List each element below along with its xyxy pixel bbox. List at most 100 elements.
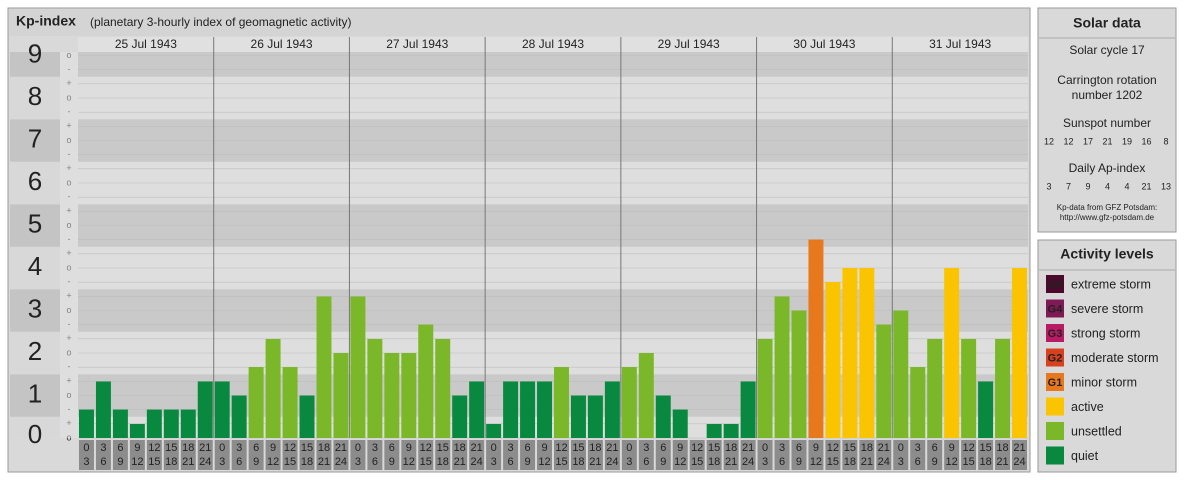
hour-label: 15 [165,442,177,454]
hour-label: 6 [100,456,106,468]
hour-cell [265,440,281,470]
kp-digit-cell [10,52,60,77]
hour-cell [621,440,637,470]
date-strip [78,37,1028,52]
date-label: 30 Jul 1943 [793,37,855,51]
hour-label: 9 [796,456,802,468]
hour-cell [350,440,366,470]
hour-label: 21 [725,456,737,468]
source: http://www.gfz-potsdam.de [1060,213,1155,222]
hour-cell [978,440,994,470]
bar [604,381,620,438]
bar [129,423,145,438]
legend-swatch [1046,275,1064,293]
hour-label: 12 [131,456,143,468]
bar [350,296,366,438]
hour-label: 15 [284,456,296,468]
sunspot-title: Sunspot number [1063,116,1151,130]
hour-cell [537,440,552,470]
hour-label: 9 [134,442,140,454]
legend-swatch [1046,397,1064,416]
legend-swatch [1046,299,1064,318]
hour-label: 24 [878,456,890,468]
hour-cell [214,440,230,470]
legend-code: G5 [1048,279,1063,291]
hour-cell [231,440,247,470]
hour-label: 3 [508,442,514,454]
bar [842,268,858,438]
bar [672,409,688,438]
bar [79,409,94,438]
bar [978,381,994,438]
y-tick-label: 5 [28,208,42,238]
hour-cell [282,440,298,470]
hour-label: 9 [389,456,395,468]
kp-digit-cell [10,416,60,438]
hour-label: 21 [1013,442,1025,454]
bar [299,395,315,438]
hour-label: 15 [827,456,839,468]
bar [587,395,603,438]
bar [537,381,552,438]
hour-label: 21 [454,456,466,468]
hour-label: 18 [572,456,584,468]
hour-cell [401,440,417,470]
hour-cell [808,440,824,470]
hour-cell [995,440,1011,470]
hour-label: 21 [199,442,211,454]
hour-label: 3 [762,456,768,468]
hour-label: 18 [708,456,720,468]
kp-digit-cell [10,246,60,290]
hour-label: 24 [742,456,754,468]
bar [384,353,400,438]
hour-label: 0 [626,442,632,454]
hour-label: 6 [524,442,530,454]
hour-cell [757,440,773,470]
hour-cell [112,440,128,470]
hour-cell [129,440,145,470]
hour-label: 9 [541,442,547,454]
panel-title: Solar data [1073,15,1141,31]
legend-label: extreme storm [1071,277,1151,291]
legend-code: G4 [1048,303,1064,315]
hour-label: 3 [643,442,649,454]
kp-digit-cell [10,331,60,375]
hour-label: 15 [437,442,449,454]
hour-label: 9 [949,442,955,454]
hour-cell [825,440,841,470]
hour-cell [740,440,756,470]
minor-column [60,52,78,438]
hour-label: 6 [643,456,649,468]
legend-code: G2 [1048,352,1063,364]
kp-digit-cell [10,374,60,417]
ap-title: Daily Ap-index [1069,161,1146,175]
hour-label: 0 [219,442,225,454]
hour-cell [791,440,807,470]
y-tick-label: 1 [28,378,42,408]
legend-label: strong storm [1071,326,1140,340]
hour-label: 9 [524,456,530,468]
source: Kp-data from GFZ Potsdam: [1057,203,1157,212]
hour-cell [146,440,162,470]
hour-label: 3 [355,456,361,468]
bar [876,324,892,438]
hour-cell [554,440,569,470]
hour-label: 18 [301,456,313,468]
sunspot-value: 16 [1141,136,1151,146]
legend-label: unsettled [1071,424,1122,438]
sunspot-value: 17 [1083,136,1093,146]
hour-label: 3 [915,442,921,454]
sunspot-value: 21 [1102,136,1112,146]
hour-label: 9 [406,442,412,454]
hour-label: 21 [606,442,618,454]
y-tick-label: 4 [28,251,42,281]
date-label: 25 Jul 1943 [115,37,177,51]
hour-cell [842,440,858,470]
bar [418,324,434,438]
hour-cell [95,440,111,470]
hour-label: 6 [508,456,514,468]
hour-label: 12 [538,456,550,468]
hour-cell [587,440,603,470]
hour-label: 9 [117,456,123,468]
hour-label: 12 [827,442,839,454]
